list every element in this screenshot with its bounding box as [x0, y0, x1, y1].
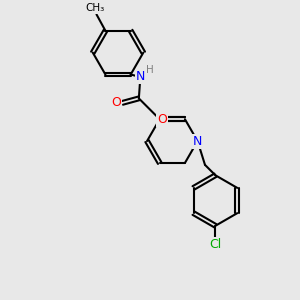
Text: H: H [146, 65, 154, 76]
Text: CH₃: CH₃ [85, 4, 105, 14]
Text: N: N [193, 135, 202, 148]
Text: N: N [136, 70, 145, 83]
Text: O: O [111, 96, 121, 110]
Text: Cl: Cl [209, 238, 221, 251]
Text: O: O [157, 113, 167, 126]
